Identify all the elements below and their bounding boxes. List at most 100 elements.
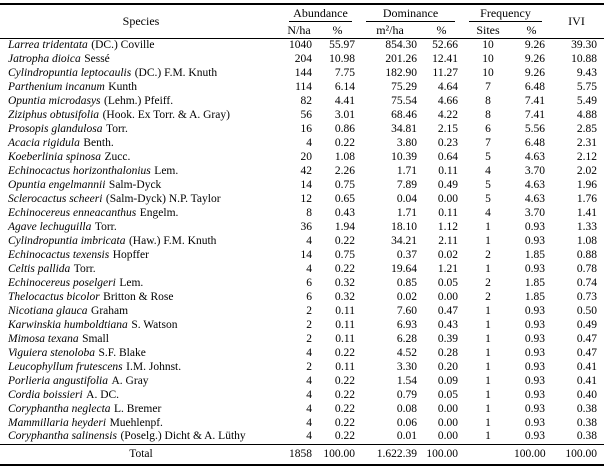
total-sites [462, 444, 514, 465]
n-ha-cell: 56 [300, 108, 313, 121]
table-row: Echinocactus texensis Hopffer 14 0.75 0.37 0.… [0, 248, 604, 262]
abundance-pct-cell: 6.14 [334, 80, 355, 93]
frequency-pct-cell: 9.26 [524, 52, 545, 65]
abundance-pct-cell: 0.11 [335, 304, 355, 317]
species-cell: Echinocactus texensis Hopffer [0, 248, 282, 262]
abundance-pct-cell: 0.75 [334, 248, 355, 261]
sites-cell: 6 [485, 122, 491, 135]
col-header-species: Species [0, 4, 282, 39]
table-row: Echinocereus enneacanthus Engelm. 8 0.43 1.7… [0, 206, 604, 220]
species-authority: (Salm-Dyck) N.P. Taylor [105, 192, 221, 205]
dominance-pct-cell: 11.27 [432, 66, 458, 79]
species-authority: Hopffer [112, 248, 149, 261]
n-ha-cell: 12 [300, 192, 313, 205]
sites-cell: 1 [485, 374, 491, 387]
dominance-pct-cell: 0.00 [437, 192, 458, 205]
abundance-pct-cell: 0.43 [334, 206, 355, 219]
m2-ha-cell: 1.71 [396, 164, 417, 177]
n-ha-cell: 2 [306, 360, 312, 373]
dominance-pct-cell: 0.39 [437, 332, 458, 345]
species-name: Parthenium incanum [8, 80, 105, 93]
n-ha-cell: 2 [306, 318, 312, 331]
total-label: Total [129, 447, 153, 460]
table-row: Mammillaria heyderi Muehlenpf. 4 0.22 0.06 0.… [0, 416, 604, 430]
species-cell: Cordia boissieri A. DC. [0, 388, 282, 402]
col-header-abundance-pct: % [316, 22, 359, 39]
sites-cell: 1 [485, 416, 491, 429]
n-ha-cell: 4 [306, 416, 312, 429]
frequency-pct-cell: 0.93 [524, 262, 545, 275]
table-row: Coryphantha salinensis (Poselg.) Dicht & … [0, 430, 604, 444]
table-row: Acacia rigidula Benth. 4 0.22 3.80 0.23 7 6.48 2… [0, 136, 604, 150]
n-ha-cell: 4 [306, 430, 312, 443]
dominance-pct-cell: 0.23 [437, 136, 458, 149]
table-row: Mimosa texana Small 2 0.11 6.28 0.39 1 0.93 0.47 [0, 332, 604, 346]
sites-cell: 1 [485, 220, 491, 233]
species-authority: S. Watson [131, 318, 178, 331]
n-ha-cell: 144 [294, 66, 312, 79]
frequency-pct-cell: 0.93 [524, 318, 545, 331]
m2-ha-cell: 1.54 [396, 374, 417, 387]
total-m2-ha: 1.622.39 [376, 447, 417, 460]
species-authority: A. Gray [111, 374, 149, 387]
species-authority: Torr. [73, 262, 96, 275]
sites-cell: 1 [485, 402, 491, 415]
species-authority: Torr. [105, 122, 128, 135]
n-ha-cell: 4 [306, 402, 312, 415]
sites-cell: 7 [485, 80, 491, 93]
abundance-pct-cell: 0.22 [334, 388, 355, 401]
table-row: Porlieria angustifolia A. Gray 4 0.22 1.54 0.… [0, 374, 604, 388]
table-row: Sclerocactus scheeri (Salm-Dyck) N.P. Tay… [0, 192, 604, 206]
col-header-dominance-pct: % [421, 22, 462, 39]
ivi-cell: 1.33 [576, 220, 597, 233]
species-cell: Ziziphus obtusifolia (Hook. Ex Torr. & A.… [0, 108, 282, 122]
ivi-cell: 0.38 [576, 402, 597, 415]
table-row: Opuntia engelmannii Salm-Dyck 14 0.75 7.89 0.… [0, 178, 604, 192]
n-ha-cell: 4 [306, 262, 312, 275]
dominance-pct-cell: 0.43 [437, 318, 458, 331]
species-cell: Acacia rigidula Benth. [0, 136, 282, 150]
ivi-cell: 2.31 [576, 136, 597, 149]
sites-cell: 2 [485, 276, 491, 289]
species-name: Agave lechuguilla [8, 220, 92, 233]
sites-cell: 8 [485, 108, 491, 121]
m2-ha-cell: 7.89 [396, 178, 417, 191]
ivi-cell: 0.47 [576, 346, 597, 359]
frequency-pct-cell: 0.93 [524, 416, 545, 429]
species-name: Mimosa texana [8, 332, 79, 345]
n-ha-cell: 16 [300, 122, 313, 135]
species-cell: Nicotiana glauca Graham [0, 304, 282, 318]
m2-ha-cell: 0.04 [396, 192, 417, 205]
sites-cell: 2 [485, 290, 491, 303]
ivi-cell: 1.41 [576, 206, 597, 219]
sites-cell: 1 [485, 262, 491, 275]
m2-ha-cell: 34.21 [391, 234, 417, 247]
species-name: Cylindropuntia imbricata [8, 234, 126, 247]
species-name: Opuntia engelmannii [8, 178, 106, 191]
m2-ha-cell: 3.80 [396, 136, 417, 149]
frequency-pct-cell: 0.93 [524, 388, 545, 401]
frequency-pct-cell: 7.41 [524, 94, 545, 107]
sites-cell: 4 [485, 164, 491, 177]
n-ha-cell: 6 [306, 290, 312, 303]
dominance-pct-cell: 0.02 [437, 248, 458, 261]
dominance-pct-cell: 0.05 [437, 388, 458, 401]
species-authority: (Poselg.) Dicht & A. Lüthy [120, 430, 246, 443]
species-name: Ziziphus obtusifolia [8, 108, 100, 121]
table-row: Leucophyllum frutescens I.M. Johnst. 2 0.11… [0, 360, 604, 374]
frequency-pct-cell: 1.85 [524, 248, 545, 261]
ivi-cell: 0.78 [576, 262, 597, 275]
col-group-frequency: Frequency [462, 4, 549, 22]
species-authority: L. Bremer [114, 402, 162, 415]
ivi-cell: 0.73 [576, 290, 597, 303]
table-row: Parthenium incanum Kunth 114 6.14 75.29 4.64 7… [0, 80, 604, 94]
m2-ha-cell: 6.28 [396, 332, 417, 345]
species-cell: Mimosa texana Small [0, 332, 282, 346]
n-ha-cell: 2 [306, 304, 312, 317]
dominance-pct-cell: 1.21 [437, 262, 458, 275]
total-frequency-pct: 100.00 [514, 447, 546, 460]
species-name: Thelocactus bicolor [8, 290, 100, 303]
col-header-n-ha: N/ha [282, 22, 316, 39]
dominance-pct-cell: 0.00 [437, 430, 458, 443]
frequency-pct-cell: 3.70 [524, 164, 545, 177]
